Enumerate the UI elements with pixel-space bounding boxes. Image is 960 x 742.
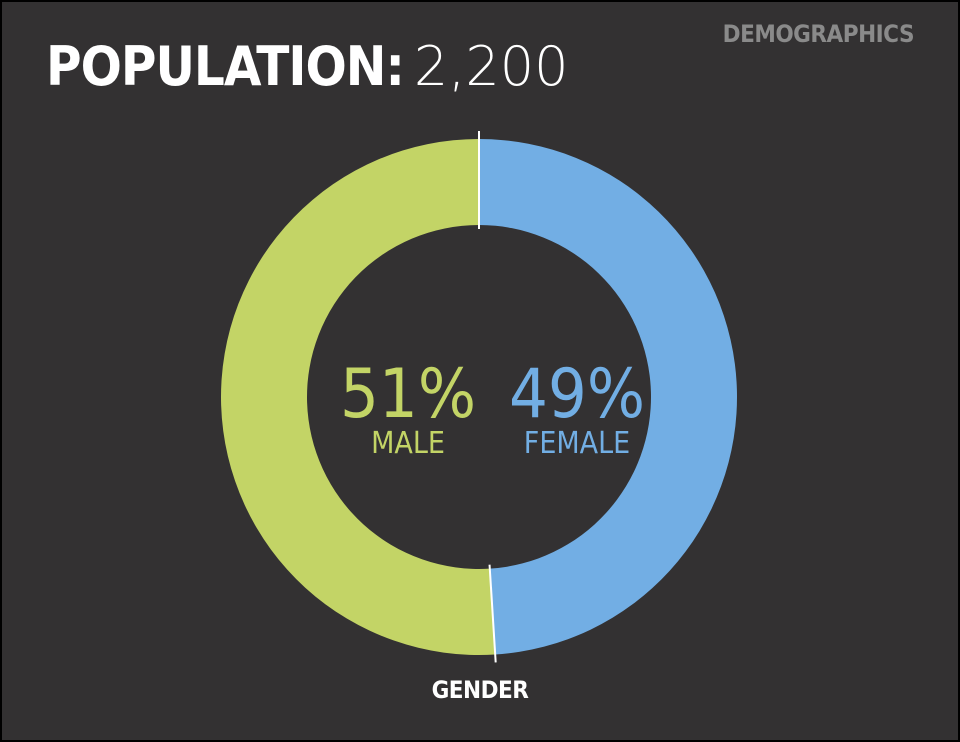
population-value: 2,200 <box>413 35 569 98</box>
slice-separator-bottom <box>488 564 497 663</box>
female-percent-label: 49% <box>509 355 645 434</box>
population-headline: POPULATION: 2,200 <box>46 36 568 98</box>
female-category-label: FEMALE <box>524 426 630 461</box>
male-slice <box>221 139 496 655</box>
male-category-label: MALE <box>371 426 445 461</box>
section-label: DEMOGRAPHICS <box>722 20 915 48</box>
chart-title: GENDER <box>431 676 529 704</box>
male-percent-label: 51% <box>340 355 476 434</box>
population-label: POPULATION: <box>46 35 405 98</box>
female-slice <box>479 139 738 655</box>
